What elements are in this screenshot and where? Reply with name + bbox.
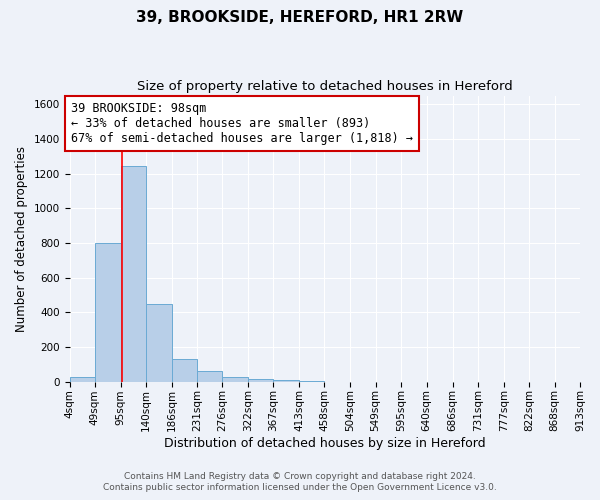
Bar <box>299 381 325 382</box>
X-axis label: Distribution of detached houses by size in Hereford: Distribution of detached houses by size … <box>164 437 485 450</box>
Text: 39 BROOKSIDE: 98sqm
← 33% of detached houses are smaller (893)
67% of semi-detac: 39 BROOKSIDE: 98sqm ← 33% of detached ho… <box>71 102 413 145</box>
Bar <box>70 378 95 382</box>
Bar <box>95 243 121 382</box>
Bar <box>197 372 222 382</box>
Text: 39, BROOKSIDE, HEREFORD, HR1 2RW: 39, BROOKSIDE, HEREFORD, HR1 2RW <box>136 10 464 25</box>
Title: Size of property relative to detached houses in Hereford: Size of property relative to detached ho… <box>137 80 512 93</box>
Text: Contains HM Land Registry data © Crown copyright and database right 2024.
Contai: Contains HM Land Registry data © Crown c… <box>103 472 497 492</box>
Y-axis label: Number of detached properties: Number of detached properties <box>15 146 28 332</box>
Bar <box>146 304 172 382</box>
Bar <box>172 359 197 382</box>
Bar <box>274 380 299 382</box>
Bar <box>248 379 274 382</box>
Bar <box>222 378 248 382</box>
Bar <box>121 166 146 382</box>
